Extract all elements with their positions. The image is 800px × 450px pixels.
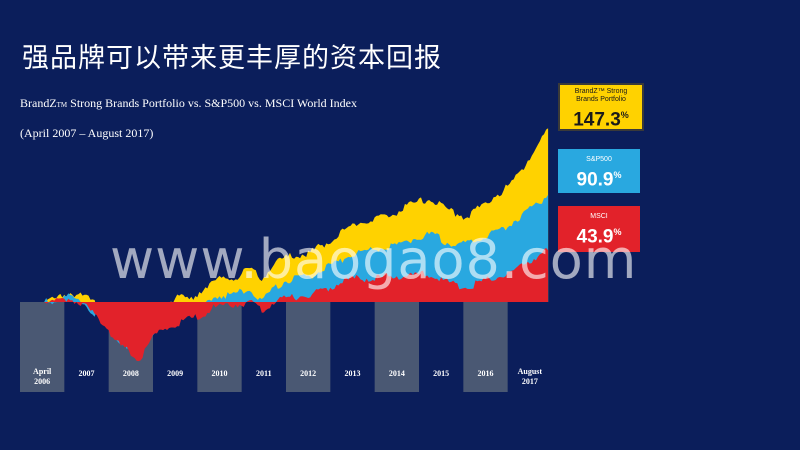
msci-callout: MSCI 43.9%	[558, 206, 640, 252]
x-tick-label: August 2017	[518, 367, 543, 386]
x-tick-label: 2011	[256, 369, 272, 378]
x-tick-label: 2008	[123, 369, 139, 378]
year-band	[197, 302, 242, 392]
x-tick-label: 2007	[79, 369, 95, 378]
sp500-callout: S&P500 90.9%	[558, 149, 640, 193]
x-tick-label: 2013	[345, 369, 361, 378]
subtitle-brand: BrandZ	[20, 96, 57, 110]
year-band	[286, 302, 331, 392]
chart-period: (April 2007 – August 2017)	[20, 126, 154, 140]
msci-callout-value: 43.9%	[576, 226, 622, 248]
x-tick-label: 2010	[212, 369, 228, 378]
msci-callout-name: MSCI	[590, 213, 608, 220]
x-tick-label: 2009	[167, 369, 183, 378]
x-tick-label: 2016	[478, 369, 494, 378]
sp500-callout-value: 90.9%	[576, 169, 622, 191]
x-tick-label: 2014	[389, 369, 405, 378]
x-tick-label: April 2006	[33, 367, 52, 386]
x-tick-label: 2015	[433, 369, 449, 378]
page-title: 强品牌可以带来更丰厚的资本回报	[22, 43, 442, 74]
subtitle-tm: TM	[56, 101, 68, 109]
chart-subtitle: BrandZTM Strong Brands Portfolio vs. S&P…	[20, 96, 357, 111]
watermark-text: www.baogao8.com	[110, 228, 638, 291]
year-band	[374, 302, 419, 392]
msci-area	[44, 248, 549, 362]
subtitle-comparison: Strong Brands Portfolio vs. S&P500 vs. M…	[67, 96, 357, 110]
year-band	[20, 302, 65, 392]
brandz-callout: BrandZ™ Strong Brands Portfolio 147.3%	[558, 83, 644, 131]
brandz-callout-name: BrandZ™ Strong Brands Portfolio	[574, 88, 628, 103]
x-tick-label: 2012	[300, 369, 316, 378]
year-band	[463, 302, 508, 392]
sp500-callout-name: S&P500	[586, 156, 612, 163]
brandz-callout-value: 147.3%	[573, 109, 629, 131]
